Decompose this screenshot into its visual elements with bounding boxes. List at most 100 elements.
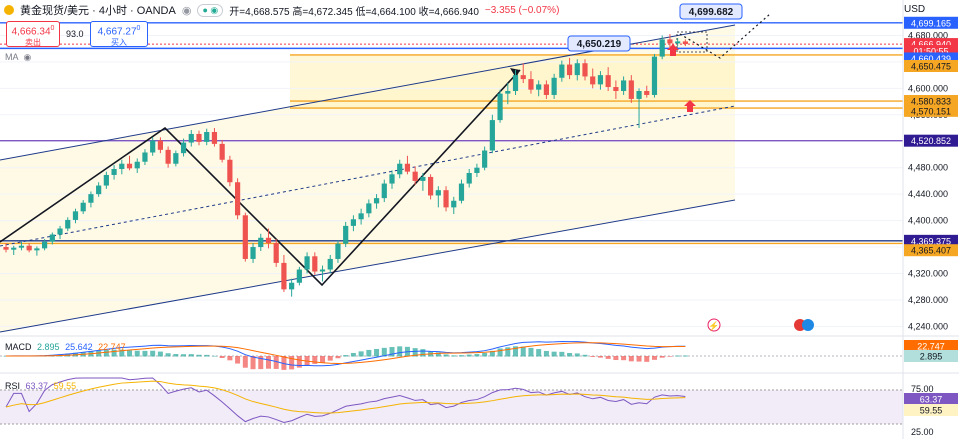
macd-legend[interactable]: MACD 2.895 25.642 22.747 <box>5 342 126 352</box>
macd-histogram-bar <box>651 356 657 360</box>
candle-body <box>96 185 102 195</box>
callout-box <box>679 3 743 20</box>
macd-histogram-bar <box>675 355 681 357</box>
candle-body <box>373 198 380 204</box>
price-tag-label: 63.37 <box>920 395 943 405</box>
symbol-title[interactable]: 黄金现货/美元 · 4小时 · OANDA <box>20 5 176 17</box>
up-arrow-icon <box>684 100 696 112</box>
candle-body <box>250 247 256 259</box>
candle-body <box>173 153 179 164</box>
candle-body <box>196 133 202 142</box>
macd-label: MACD <box>5 342 32 352</box>
macd-histogram-bar <box>227 356 233 361</box>
price-tag-label: 4,570.151 <box>911 106 951 116</box>
price-tag-label: 59.55 <box>920 406 943 416</box>
macd-histogram-bar <box>497 348 503 357</box>
price-tag-bg <box>904 16 958 29</box>
candle-body <box>381 183 387 199</box>
candle-body <box>211 131 218 144</box>
macd-histogram-bar <box>188 354 194 357</box>
symbol-dot <box>4 5 14 15</box>
candle-body <box>343 225 349 244</box>
macd-histogram-bar <box>644 356 650 362</box>
macd-histogram-bar <box>134 350 140 357</box>
macd-histogram-bar <box>451 355 457 357</box>
callout-box <box>567 35 631 52</box>
price-tag-label: 4,520.852 <box>911 136 951 146</box>
candle-body <box>204 131 210 142</box>
candles <box>3 34 688 297</box>
eye-icon[interactable]: ◉ <box>181 4 192 17</box>
rsi-ma-value: 59.55 <box>53 381 77 391</box>
rsi-legend[interactable]: RSI 63.37 59.55 <box>5 381 76 391</box>
candle-body <box>358 213 364 220</box>
candle-body <box>150 140 156 153</box>
sell-button[interactable]: 4,666.340 卖出 <box>6 21 60 47</box>
candle-body <box>180 142 187 154</box>
macd-histogram-bar <box>111 349 117 357</box>
price-tick-label: 4,480.000 <box>908 163 948 173</box>
lightning-glyph: ⚡ <box>708 320 719 332</box>
macd-histogram-bar <box>412 348 418 357</box>
macd-histogram-bar <box>335 356 341 359</box>
candle-body <box>235 182 241 216</box>
candle-body <box>551 77 557 95</box>
candle-body <box>319 269 326 272</box>
rsi-label: RSI <box>5 381 21 391</box>
macd-histogram-bar <box>659 356 665 358</box>
candle-body <box>49 234 55 242</box>
candle-body <box>420 176 426 181</box>
candle-body <box>605 75 611 88</box>
candle-body <box>327 258 333 270</box>
price-tag-label: 4,580.833 <box>911 97 951 107</box>
macd-signal-value: 22.747 <box>98 342 126 352</box>
macd-histogram-bar <box>466 354 472 357</box>
spread-value: 93.0 <box>66 29 84 39</box>
macd-histogram-bar <box>211 355 217 357</box>
macd-hist-value: 2.895 <box>37 342 60 352</box>
candle-body <box>458 183 465 201</box>
price-tag-bg <box>904 95 958 108</box>
chart-header: 黄金现货/美元 · 4小时 · OANDA ◉ ● ◉ 开=4,668.575 … <box>0 0 904 20</box>
candle-body <box>281 262 287 290</box>
candle-body <box>34 248 40 251</box>
macd-histogram-bar <box>204 354 210 357</box>
rsi-tick-label: 75.00 <box>911 384 934 394</box>
buy-button[interactable]: 4,667.270 买入 <box>90 21 148 47</box>
candle-body <box>57 228 63 235</box>
candle-body <box>65 219 71 229</box>
macd-histogram-bar <box>142 350 148 357</box>
buy-label: 买入 <box>111 38 127 48</box>
sell-price-sup: 0 <box>50 25 55 32</box>
candle-body <box>312 256 318 272</box>
candle-body <box>289 282 295 290</box>
macd-histogram-bar <box>420 349 426 357</box>
macd-histogram-bar <box>667 356 673 357</box>
candle-body <box>675 41 681 44</box>
candle-body <box>296 269 302 283</box>
macd-histogram-bar <box>628 356 634 362</box>
price-tag-bg <box>904 59 958 72</box>
lightning-icon <box>707 318 721 332</box>
candle-body <box>350 219 356 226</box>
wave-arrowhead <box>510 68 520 78</box>
price-tags: 4,699.165 4,666.94001:50:554,660.4394,650… <box>904 16 958 416</box>
candle-body <box>397 163 403 175</box>
price-tag-label: 4,660.439 <box>911 54 951 64</box>
price-tag-label: 2.895 <box>920 352 943 362</box>
macd-histogram-bar <box>381 347 387 357</box>
candle-body <box>559 64 565 78</box>
macd-histogram-bar <box>574 353 580 357</box>
callout-text: 4,650.219 <box>577 39 622 50</box>
candle-body <box>659 39 665 57</box>
candle-body <box>126 163 133 169</box>
macd-histogram-bar <box>289 356 295 370</box>
ma-indicator-label[interactable]: MA ◉ <box>5 52 32 62</box>
macd-histogram-bar <box>296 356 302 368</box>
currency-label[interactable]: USD <box>904 4 926 15</box>
price-tag-bg <box>904 134 958 147</box>
market-status-pill[interactable]: ● ◉ <box>197 3 224 17</box>
macd-histogram-bar <box>636 356 642 362</box>
candle-body <box>404 163 411 172</box>
